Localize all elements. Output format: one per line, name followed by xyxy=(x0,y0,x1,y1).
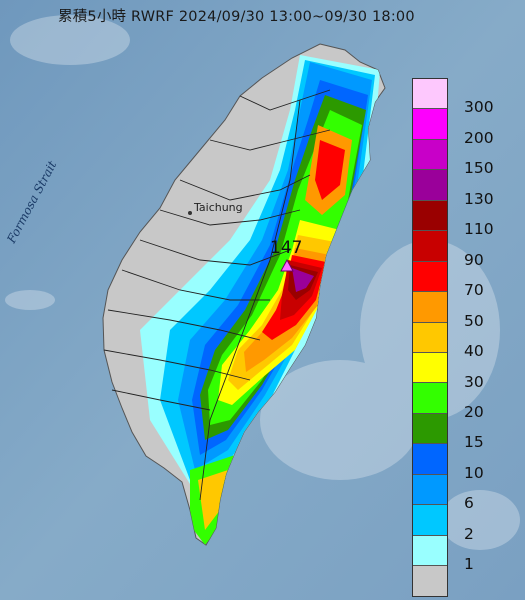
legend-swatch xyxy=(413,352,447,384)
cloud-overlay xyxy=(5,15,520,550)
county-boundaries xyxy=(103,89,331,501)
legend-swatch xyxy=(413,505,447,536)
legend-label: 20 xyxy=(464,402,484,421)
triangle-marker-icon xyxy=(280,258,294,272)
legend-swatch xyxy=(413,231,447,262)
legend-label: 70 xyxy=(464,281,484,300)
city-label-text: Taichung xyxy=(193,201,243,214)
legend-swatch xyxy=(413,444,447,475)
legend-label: 30 xyxy=(464,372,484,391)
legend-label: 50 xyxy=(464,311,484,330)
legend-label: 110 xyxy=(464,220,494,239)
map-title: 累積5小時 RWRF 2024/09/30 13:00~09/30 18:00 xyxy=(58,9,415,25)
legend-color-bar xyxy=(412,78,448,598)
legend-swatch xyxy=(413,200,447,232)
legend-label: 130 xyxy=(464,189,494,208)
legend-label: 1 xyxy=(464,555,474,574)
legend-swatch xyxy=(413,170,447,201)
legend-label: 6 xyxy=(464,494,474,513)
legend-swatch xyxy=(413,261,447,293)
legend-swatch xyxy=(413,322,447,353)
legend-swatch xyxy=(413,413,447,445)
legend-label: 10 xyxy=(464,463,484,482)
city-label-taichung: Taichung xyxy=(188,201,243,215)
max-rainfall-marker: 147 xyxy=(270,238,302,272)
legend-swatch xyxy=(413,383,447,414)
legend-label: 150 xyxy=(464,159,494,178)
legend-label: 15 xyxy=(464,433,484,452)
legend-swatch xyxy=(413,535,447,566)
legend-swatch xyxy=(413,474,447,506)
legend-label: 300 xyxy=(464,98,494,117)
legend-swatch xyxy=(413,139,447,171)
legend-label: 90 xyxy=(464,250,484,269)
max-value-label: 147 xyxy=(270,238,302,258)
legend-swatch xyxy=(413,292,447,323)
legend-label: 200 xyxy=(464,128,494,147)
legend-swatch xyxy=(413,109,447,140)
legend-label: 40 xyxy=(464,342,484,361)
legend-swatch xyxy=(413,566,447,597)
legend-swatch xyxy=(413,79,447,110)
legend-label: 2 xyxy=(464,524,474,543)
